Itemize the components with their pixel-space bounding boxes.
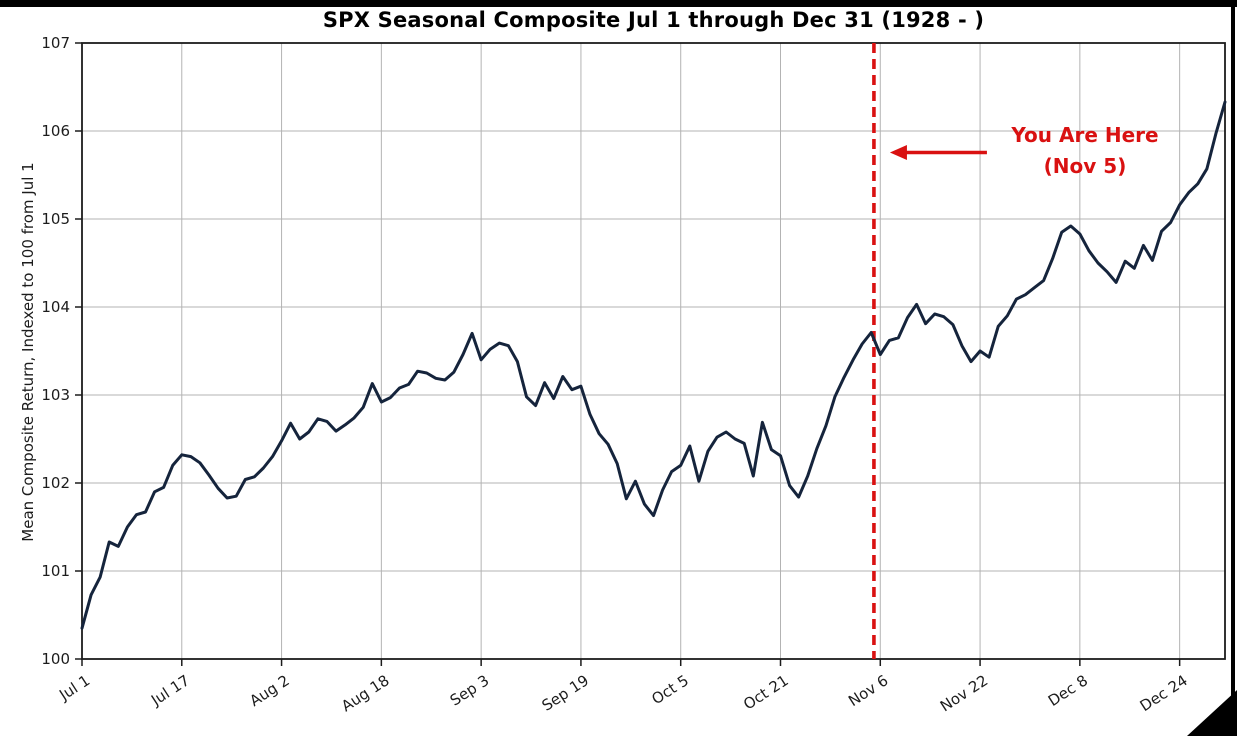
x-tick-label-11: Dec 24 — [1137, 671, 1191, 715]
x-tick-label-9: Nov 22 — [937, 671, 991, 715]
chart-title: SPX Seasonal Composite Jul 1 through Dec… — [322, 8, 985, 32]
x-tick-label-4: Sep 3 — [447, 671, 493, 709]
y-tick-label-103: 103 — [41, 386, 70, 404]
window-top-border — [0, 0, 1237, 7]
series-line — [80, 100, 1227, 630]
x-tick-label-6: Oct 5 — [648, 671, 692, 708]
annotation-line2: (Nov 5) — [1043, 154, 1127, 178]
window-right-border — [1231, 0, 1235, 736]
annotation-line1: You Are Here — [1011, 123, 1159, 147]
y-tick-label-102: 102 — [41, 474, 70, 492]
y-tick-label-107: 107 — [41, 34, 70, 52]
x-tick-label-0: Jul 1 — [55, 671, 93, 704]
y-tick-label-106: 106 — [41, 122, 70, 140]
x-tick-label-10: Dec 8 — [1045, 671, 1091, 710]
window-corner-wedge — [1187, 690, 1237, 736]
you-are-here-annotation: You Are Here (Nov 5) — [945, 120, 1225, 182]
x-tick-label-2: Aug 2 — [246, 671, 292, 710]
x-tick-label-7: Oct 21 — [740, 671, 792, 713]
plot-border — [81, 42, 1226, 660]
y-tick-label-105: 105 — [41, 210, 70, 228]
x-tick-label-5: Sep 19 — [539, 671, 593, 714]
x-tick-label-1: Jul 17 — [147, 671, 193, 709]
x-tick-label-3: Aug 18 — [338, 671, 392, 715]
x-tick-label-8: Nov 6 — [845, 671, 891, 710]
y-tick-label-100: 100 — [41, 650, 70, 668]
y-tick-label-101: 101 — [41, 562, 70, 580]
annotation-arrow-head — [889, 145, 907, 160]
y-tick-label-104: 104 — [41, 298, 70, 316]
